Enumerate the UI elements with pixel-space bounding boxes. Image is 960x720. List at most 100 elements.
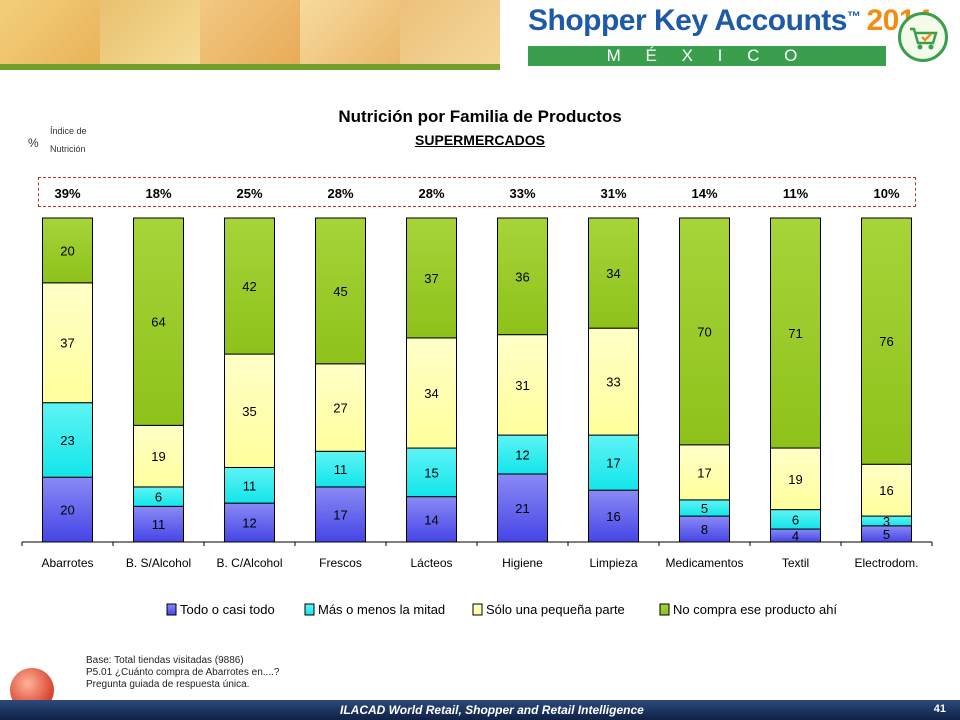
bar-value-label: 16	[879, 483, 893, 498]
footer-brand: ILACAD World Retail, Shopper and Retail …	[340, 703, 644, 717]
x-tick-label: Higiene	[502, 556, 543, 570]
bar-value-label: 70	[697, 324, 711, 339]
bar-value-label: 15	[424, 465, 438, 480]
bar-value-label: 8	[701, 522, 708, 537]
bar-segment	[588, 217, 639, 329]
bar-value-label: 71	[788, 326, 802, 341]
bar-value-label: 4	[792, 529, 799, 544]
bar-value-label: 12	[515, 448, 529, 463]
header-green-rule	[0, 64, 500, 70]
bar-segment	[42, 402, 93, 478]
legend-label: Sólo una pequeña parte	[486, 602, 625, 617]
bar-value-label: 31	[515, 378, 529, 393]
x-tick-label: Abarrotes	[41, 556, 93, 570]
page-number: 41	[933, 703, 946, 715]
bar-value-label: 27	[333, 401, 347, 416]
bar-segment	[588, 489, 639, 543]
x-tick-label: B. C/Alcohol	[216, 556, 282, 570]
bar-segment	[315, 486, 366, 543]
chart-subtitle: SUPERMERCADOS	[415, 132, 545, 148]
bar-segment	[406, 217, 457, 339]
cart-logo-icon	[898, 12, 948, 62]
bar-value-label: 42	[242, 279, 256, 294]
bar-value-label: 17	[333, 507, 347, 522]
bar-value-label: 16	[606, 509, 620, 524]
bar-segment	[224, 502, 275, 543]
bar-segment	[406, 447, 457, 498]
legend-label: Más o menos la mitad	[318, 602, 445, 617]
y-axis-unit: %	[28, 136, 39, 150]
bar-value-label: 11	[334, 462, 348, 477]
bar-segment	[406, 337, 457, 449]
bar-value-label: 34	[606, 266, 620, 281]
nutrition-index-value: 14%	[691, 186, 717, 201]
bar-value-label: 11	[243, 478, 257, 493]
bar-value-label: 6	[155, 490, 162, 505]
bar-value-label: 45	[333, 284, 347, 299]
bar-segment	[315, 363, 366, 452]
bar-segment	[679, 217, 730, 446]
nutrition-index-value: 31%	[600, 186, 626, 201]
bar-segment	[42, 217, 93, 284]
bar-segment	[133, 217, 184, 426]
bar-value-label: 3	[883, 514, 890, 529]
bar-value-label: 35	[242, 404, 256, 419]
bar-value-label: 23	[60, 433, 74, 448]
bar-segment	[497, 217, 548, 336]
x-tick-label: Medicamentos	[665, 556, 743, 570]
bar-value-label: 11	[152, 517, 166, 532]
bar-segment	[133, 424, 184, 488]
chart-title: Nutrición por Familia de Productos	[338, 107, 622, 126]
footnote-note: Pregunta guiada de respuesta única.	[86, 679, 250, 690]
footnote-base: Base: Total tiendas visitadas (9886)	[86, 655, 244, 666]
bar-value-label: 14	[424, 512, 438, 527]
footnote-question: P5.01 ¿Cuánto compra de Abarrotes en....…	[86, 667, 280, 678]
bar-segment	[224, 353, 275, 468]
footnote: Base: Total tiendas visitadas (9886) P5.…	[86, 655, 279, 691]
legend-swatch	[304, 603, 315, 616]
nutrition-index-value: 39%	[54, 186, 80, 201]
nutrition-index-value: 28%	[418, 186, 444, 201]
x-tick-label: Textil	[782, 556, 809, 570]
cart-icon	[910, 27, 938, 50]
nutrition-index-value: 25%	[236, 186, 262, 201]
x-tick-label: Electrodom.	[854, 556, 918, 570]
legend-swatch	[472, 603, 483, 616]
nutrition-index-value: 18%	[145, 186, 171, 201]
bar-segment	[679, 444, 730, 501]
bar-value-label: 5	[701, 501, 708, 516]
footer-bar: ILACAD World Retail, Shopper and Retail …	[0, 700, 960, 720]
nutrition-index-box	[38, 177, 916, 207]
bar-value-label: 37	[60, 336, 74, 351]
x-tick-label: Limpieza	[589, 556, 637, 570]
bar-segment	[497, 334, 548, 436]
bar-segment	[224, 466, 275, 504]
nutrition-index-value: 10%	[873, 186, 899, 201]
brand-tm: ™	[846, 8, 861, 24]
bar-value-label: 12	[242, 516, 256, 531]
bar-value-label: 5	[883, 527, 890, 542]
nutrition-index-value: 28%	[327, 186, 353, 201]
bar-value-label: 37	[424, 271, 438, 286]
bar-value-label: 17	[697, 465, 711, 480]
x-tick-label: Frescos	[319, 556, 362, 570]
country-bar: M É X I C O	[528, 46, 886, 66]
bar-segment	[42, 476, 93, 543]
legend-label: Todo o casi todo	[180, 602, 275, 617]
bar-value-label: 21	[515, 501, 529, 516]
bar-value-label: 33	[606, 375, 620, 390]
bar-value-label: 6	[792, 512, 799, 527]
bar-segment	[133, 505, 184, 543]
legend-swatch	[659, 603, 670, 616]
bar-value-label: 19	[151, 449, 165, 464]
bar-value-label: 17	[606, 456, 620, 471]
x-tick-label: Lácteos	[410, 556, 452, 570]
bar-value-label: 34	[424, 386, 438, 401]
bar-value-label: 36	[515, 269, 529, 284]
bar-value-label: 76	[879, 334, 893, 349]
bar-segment	[315, 217, 366, 365]
header-photo-strip	[0, 0, 500, 64]
nutrition-index-label: Índice de Nutrición	[50, 126, 87, 154]
bar-value-label: 19	[788, 472, 802, 487]
